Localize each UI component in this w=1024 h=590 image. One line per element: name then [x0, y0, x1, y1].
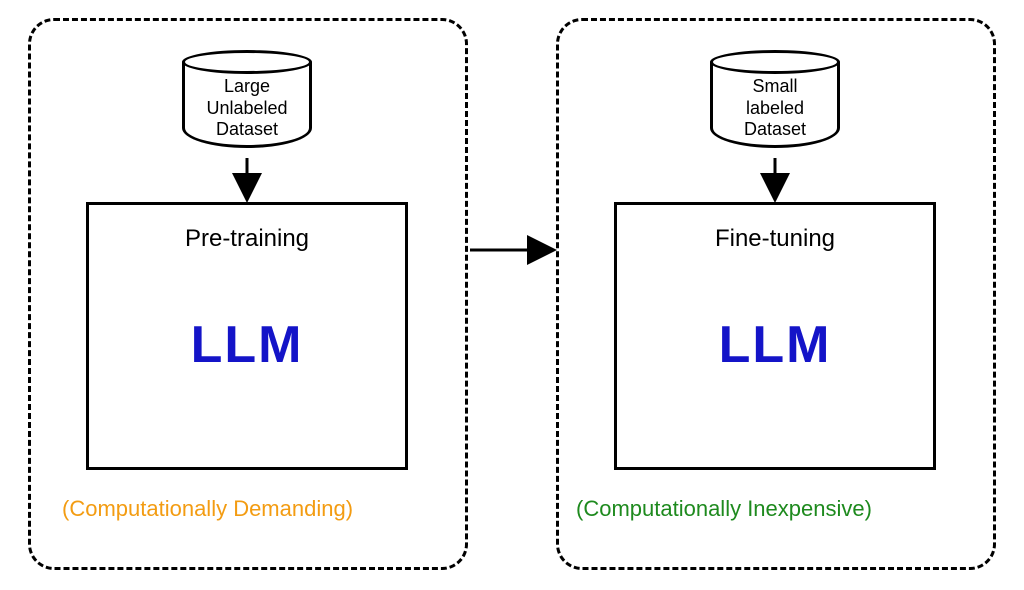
cyl-line: Large: [182, 76, 312, 98]
cyl-line: Small: [710, 76, 840, 98]
cylinder-small-dataset: Small labeled Dataset: [710, 50, 840, 160]
cyl-line: Dataset: [710, 119, 840, 141]
box-title: Pre-training: [89, 225, 405, 253]
cylinder-top: [710, 50, 840, 74]
box-llm-text: LLM: [617, 315, 933, 375]
cylinder-label: Large Unlabeled Dataset: [182, 76, 312, 141]
caption-demanding: (Computationally Demanding): [62, 496, 353, 522]
cylinder-large-dataset: Large Unlabeled Dataset: [182, 50, 312, 160]
box-title: Fine-tuning: [617, 225, 933, 253]
box-finetuning: Fine-tuning LLM: [614, 202, 936, 470]
diagram-stage: Large Unlabeled Dataset Small labeled Da…: [0, 0, 1024, 590]
cyl-line: Dataset: [182, 119, 312, 141]
cyl-line: labeled: [710, 98, 840, 120]
cyl-line: Unlabeled: [182, 98, 312, 120]
box-llm-text: LLM: [89, 315, 405, 375]
cylinder-label: Small labeled Dataset: [710, 76, 840, 141]
cylinder-top: [182, 50, 312, 74]
box-pretraining: Pre-training LLM: [86, 202, 408, 470]
caption-inexpensive: (Computationally Inexpensive): [576, 496, 872, 522]
